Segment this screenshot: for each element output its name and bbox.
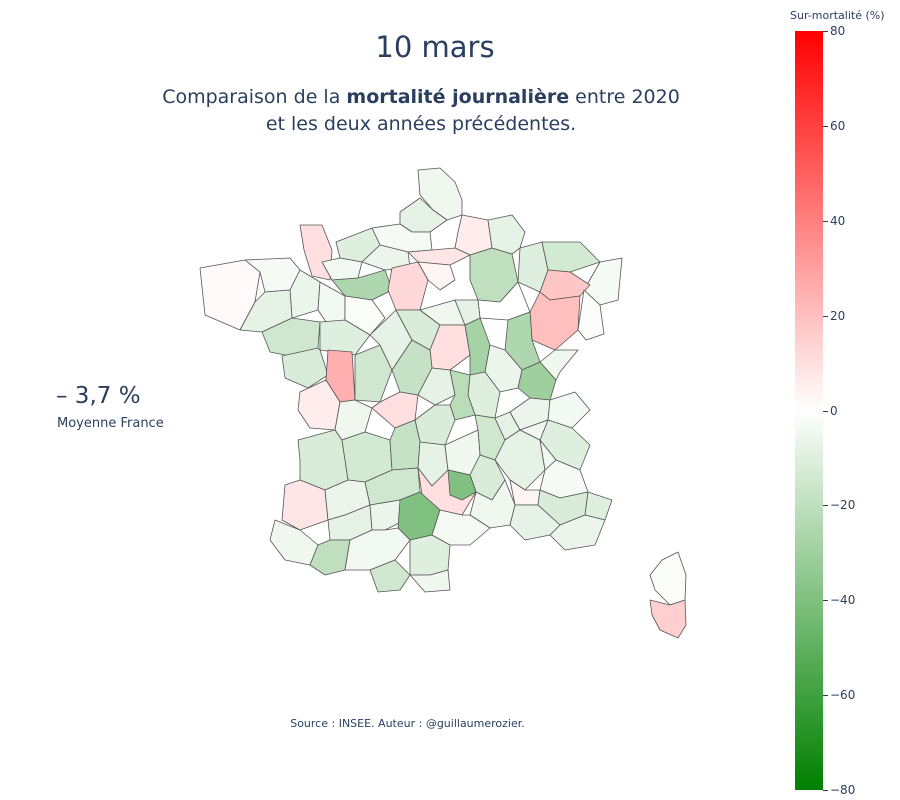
subtitle-line2: et les deux années précédentes. [265, 113, 577, 135]
region-gironde[interactable] [297, 429, 349, 491]
region-bouches-du-rhone[interactable] [509, 504, 561, 541]
region-calvados[interactable] [321, 257, 363, 281]
colorbar-tick [823, 600, 828, 602]
colorbar-tick [823, 220, 828, 222]
region-vosges[interactable] [529, 291, 581, 351]
colorbar-tick [823, 505, 828, 507]
france-choropleth-map[interactable] [0, 0, 790, 800]
colorbar-tick-label: 20 [830, 308, 846, 323]
region-eure[interactable] [361, 244, 411, 271]
colorbar-tick-label: −20 [830, 498, 856, 513]
source-credit: Source : INSEE. Auteur : @guillaumerozie… [290, 717, 525, 730]
colorbar-tick [823, 125, 828, 127]
colorbar-tick [823, 410, 828, 412]
region-haute-corse[interactable] [649, 551, 687, 606]
region-haut-rhin[interactable] [577, 289, 605, 341]
subtitle-bold: mortalité journalière [346, 86, 570, 108]
map-title: 10 mars [375, 30, 495, 64]
colorbar-tick-label: 60 [830, 118, 846, 133]
region-meurthe-et-moselle[interactable] [539, 269, 591, 301]
region-maine-et-loire[interactable] [319, 319, 371, 356]
region-allier[interactable] [449, 369, 476, 421]
region-sarthe[interactable] [344, 295, 386, 336]
colorbar-tick-label: −60 [830, 688, 856, 703]
region-haute-savoie[interactable] [547, 391, 591, 429]
region-doubs[interactable] [539, 349, 579, 381]
region-moselle[interactable] [541, 241, 601, 273]
region-ardennes[interactable] [487, 214, 526, 255]
region-puy-de-dome[interactable] [414, 404, 456, 446]
map-subtitle: Comparaison de la mortalité journalière … [0, 84, 842, 138]
region-aisne[interactable] [454, 214, 493, 256]
region-vienne[interactable] [354, 344, 393, 403]
region-ariege[interactable] [369, 559, 411, 593]
region-corse-du-sud[interactable] [649, 599, 687, 639]
region-lozere[interactable] [447, 469, 477, 501]
colorbar [795, 31, 823, 790]
colorbar-tick [823, 31, 828, 32]
subtitle-suffix: entre 2020 [569, 86, 680, 108]
colorbar-tick-label: 40 [830, 213, 846, 228]
subtitle-prefix: Comparaison de la [162, 86, 347, 108]
colorbar-title: Sur-mortalité (%) [790, 9, 885, 22]
region-herault[interactable] [431, 509, 491, 546]
department-regions [199, 167, 687, 639]
france-average-label: Moyenne France [57, 416, 164, 431]
region-tarn-et-garonne[interactable] [369, 499, 406, 531]
colorbar-tick [823, 695, 828, 697]
colorbar-tick-label: −80 [830, 783, 856, 797]
france-average-value: – 3,7 % [56, 383, 141, 409]
colorbar-tick [823, 790, 828, 791]
region-pyrenees-orientales[interactable] [409, 569, 451, 593]
colorbar-tick-label: 0 [830, 403, 838, 418]
colorbar-tick [823, 315, 828, 317]
colorbar-tick-label: 80 [830, 24, 846, 38]
region-yonne[interactable] [454, 299, 481, 326]
colorbar-tick-label: −40 [830, 593, 856, 608]
region-val-doise[interactable] [417, 261, 456, 291]
